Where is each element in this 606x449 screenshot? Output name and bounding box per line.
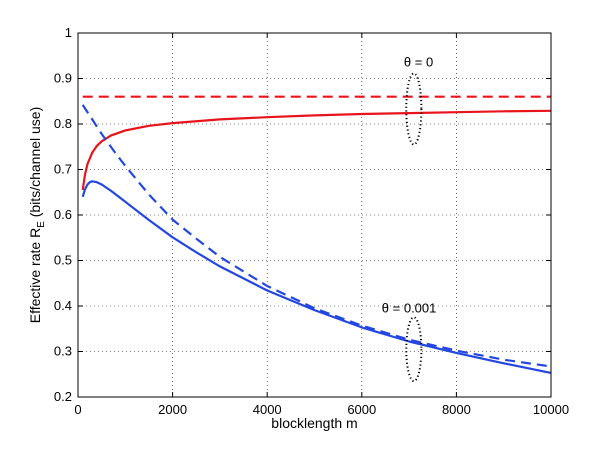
- y-tick-label: 0.9: [54, 71, 72, 86]
- y-tick-label: 0.7: [54, 162, 72, 177]
- y-tick-label: 0.2: [54, 389, 72, 404]
- y-axis-label-main: Effective rate R: [27, 228, 43, 323]
- x-tick-label: 4000: [253, 402, 282, 417]
- y-tick-label: 0.3: [54, 344, 72, 359]
- y-tick-label: 1: [65, 25, 72, 40]
- x-axis-label: blocklength m: [271, 415, 357, 431]
- y-tick-label: 0.4: [54, 298, 72, 313]
- y-axis-label: Effective rate RE (bits/channel use): [27, 107, 47, 324]
- y-axis-label-subscript: E: [36, 221, 47, 228]
- series-line-3: [81, 104, 552, 368]
- ticks: 0 2000 4000 6000 8000 10000 0.2 0.3 0.4 0.5 0.6 0.7…: [54, 25, 569, 417]
- annotations: θ = 0 θ = 0.001: [382, 55, 437, 316]
- group-ellipse: [405, 72, 423, 146]
- x-tick-label: 2000: [158, 402, 187, 417]
- x-tick-label: 0: [74, 402, 81, 417]
- grid: [78, 33, 551, 397]
- series-line-2: [81, 109, 552, 191]
- ellipse-group: [405, 72, 423, 383]
- annotation-label: θ = 0.001: [382, 300, 437, 315]
- series-group: [81, 95, 552, 374]
- y-tick-label: 0.8: [54, 116, 72, 131]
- annotation-label: θ = 0: [404, 55, 433, 70]
- series-line-4: [81, 180, 552, 374]
- x-tick-label: 8000: [442, 402, 471, 417]
- x-tick-label: 6000: [347, 402, 376, 417]
- y-tick-label: 0.6: [54, 207, 72, 222]
- x-tick-label: 10000: [533, 402, 569, 417]
- y-axis-label-tail: (bits/channel use): [27, 107, 43, 221]
- group-ellipse: [405, 316, 423, 383]
- y-tick-label: 0.5: [54, 253, 72, 268]
